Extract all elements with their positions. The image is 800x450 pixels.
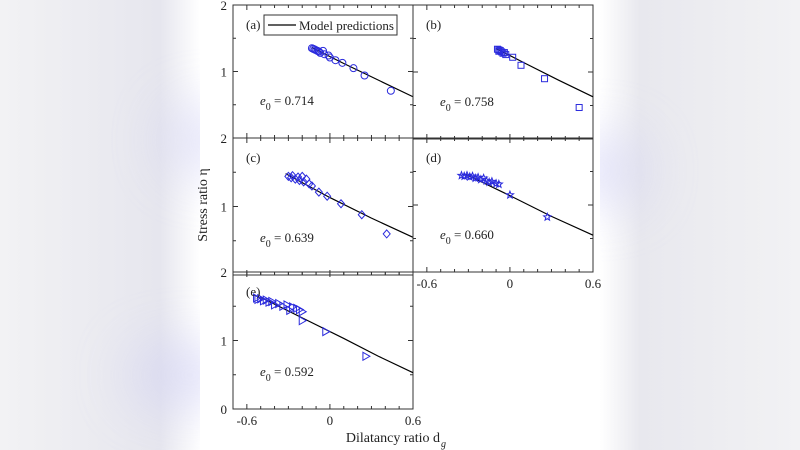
panel-label: (d): [426, 150, 441, 165]
data-point: [289, 302, 298, 312]
data-point: [542, 211, 553, 222]
legend-box: [263, 14, 398, 36]
void-ratio-annotation: e0 = 0.639: [260, 230, 314, 250]
data-point: [271, 300, 280, 310]
y-tick-label: 1: [221, 200, 228, 215]
panel-b: (b) e0 = 0.758: [412, 4, 594, 140]
legend-label: Model predictions: [299, 18, 394, 33]
data-point: [253, 293, 262, 303]
data-point: [509, 53, 517, 61]
data-point: [541, 75, 549, 83]
y-tick-label: 1: [221, 65, 228, 80]
panel-a: 1 2 (a) e0 = 0.714 Model predictions: [221, 0, 414, 139]
data-point: [291, 174, 300, 184]
data-point: [575, 104, 583, 112]
data-point: [470, 172, 481, 183]
void-ratio-annotation: e0 = 0.592: [260, 364, 314, 384]
data-point: [284, 171, 293, 182]
data-point: [382, 229, 391, 239]
data-point: [286, 172, 296, 183]
data-point: [298, 171, 307, 182]
data-point: [254, 294, 263, 305]
panel-label: (c): [246, 150, 260, 165]
legend: Model predictions: [263, 14, 398, 36]
void-ratio-annotation: e0 = 0.758: [440, 94, 494, 114]
data-point: [259, 295, 269, 306]
data-point: [331, 56, 340, 65]
figure-paper: [200, 0, 600, 450]
panel-label: (b): [426, 17, 441, 32]
data-point: [279, 301, 288, 312]
model-line: [285, 173, 414, 238]
data-point: [275, 298, 284, 309]
data-point: [504, 189, 515, 200]
data-point: [517, 61, 525, 69]
data-point: [484, 176, 495, 187]
panel-label: (a): [246, 17, 260, 32]
y-tick-label: 2: [221, 265, 228, 280]
data-point: [265, 297, 275, 308]
panel-label: (e): [246, 284, 260, 299]
data-point: [314, 187, 324, 197]
data-point: [491, 178, 502, 188]
data-point: [475, 174, 486, 184]
data-point: [357, 209, 366, 220]
data-point: [299, 177, 308, 187]
y-tick-label: 1: [221, 334, 228, 349]
data-point: [293, 172, 303, 182]
x-tick-label: -0.6: [417, 276, 438, 291]
data-point: [502, 51, 510, 59]
data-point: [322, 326, 331, 337]
y-tick-label: 0: [221, 402, 228, 417]
x-tick-label: 0.6: [585, 276, 602, 291]
data-point: [286, 305, 295, 316]
x-tick-label: 0: [507, 276, 514, 291]
x-tick-label: -0.6: [237, 413, 258, 428]
data-point: [493, 179, 504, 189]
data-point: [307, 181, 317, 191]
x-axis-label-main: Dilatancy ratio d: [346, 431, 440, 446]
y-axis-label: Stress ratio η: [196, 168, 211, 241]
x-tick-label: 0.6: [405, 413, 422, 428]
y-tick-label: 2: [221, 131, 228, 146]
data-point: [386, 86, 395, 95]
x-axis-label: Dilatancy ratio d: [346, 431, 440, 446]
data-point: [338, 58, 347, 67]
y-tick-label: 2: [221, 0, 228, 13]
data-point: [464, 171, 475, 182]
model-line: [495, 48, 594, 98]
data-point: [360, 71, 369, 80]
void-ratio-annotation: e0 = 0.714: [260, 93, 314, 113]
x-tick-label: 0: [327, 413, 334, 428]
data-point: [459, 170, 470, 181]
x-axis-label-subscript: g: [441, 439, 446, 450]
data-point: [324, 51, 333, 60]
panel-c: 1 2 (c) e0 = 0.639: [221, 131, 414, 276]
data-point: [500, 49, 508, 57]
data-point: [349, 64, 358, 73]
data-point: [362, 351, 371, 362]
model-line: [260, 296, 414, 374]
data-point: [336, 199, 346, 209]
panel-d: -0.6 0 0.6 (d) e0 = 0.660: [412, 137, 602, 291]
panel-e: 0 1 2 -0.6 0 0.6 (e) e0 = 0.592: [221, 265, 422, 428]
data-point: [298, 306, 308, 317]
void-ratio-annotation: e0 = 0.660: [440, 227, 494, 247]
data-point: [486, 176, 497, 186]
data-point: [322, 191, 332, 201]
data-point: [268, 296, 277, 307]
data-point: [298, 315, 308, 326]
